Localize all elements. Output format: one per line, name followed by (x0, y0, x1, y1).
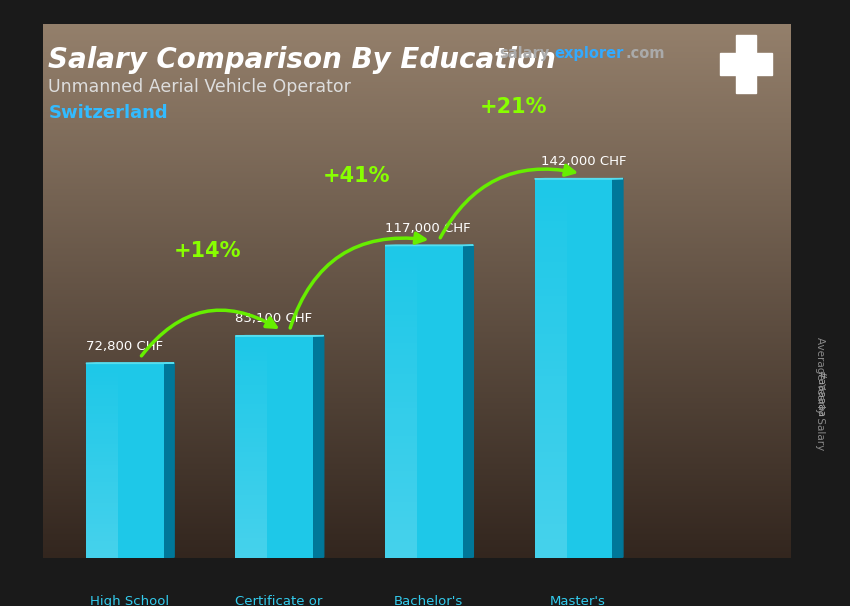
Polygon shape (463, 245, 473, 558)
Text: 117,000 CHF: 117,000 CHF (385, 222, 471, 235)
Text: 142,000 CHF: 142,000 CHF (541, 155, 626, 168)
Text: explorer: explorer (554, 45, 624, 61)
Text: Master's
Degree: Master's Degree (550, 595, 606, 606)
Text: .com: .com (626, 45, 666, 61)
Bar (736, 35, 756, 93)
Text: #aaaaaa: #aaaaaa (815, 370, 825, 418)
Text: 72,800 CHF: 72,800 CHF (86, 340, 163, 353)
Text: salary: salary (499, 45, 549, 61)
Text: 83,100 CHF: 83,100 CHF (235, 312, 313, 325)
Text: Certificate or
Diploma: Certificate or Diploma (235, 595, 322, 606)
Text: Unmanned Aerial Vehicle Operator: Unmanned Aerial Vehicle Operator (48, 78, 351, 96)
Bar (535, 179, 613, 558)
Polygon shape (613, 179, 623, 558)
Polygon shape (314, 336, 324, 558)
Text: Bachelor's
Degree: Bachelor's Degree (394, 595, 463, 606)
Text: Salary Comparison By Education: Salary Comparison By Education (48, 45, 557, 73)
Text: High School: High School (90, 595, 169, 606)
Text: +41%: +41% (323, 166, 390, 186)
Bar (235, 336, 314, 558)
Bar (720, 53, 772, 75)
Polygon shape (164, 363, 174, 558)
Text: +21%: +21% (480, 97, 547, 117)
Bar (86, 364, 164, 558)
Text: Switzerland: Switzerland (48, 104, 168, 122)
Text: +14%: +14% (173, 241, 241, 261)
Bar (385, 245, 463, 558)
Text: Average Yearly Salary: Average Yearly Salary (815, 338, 825, 450)
